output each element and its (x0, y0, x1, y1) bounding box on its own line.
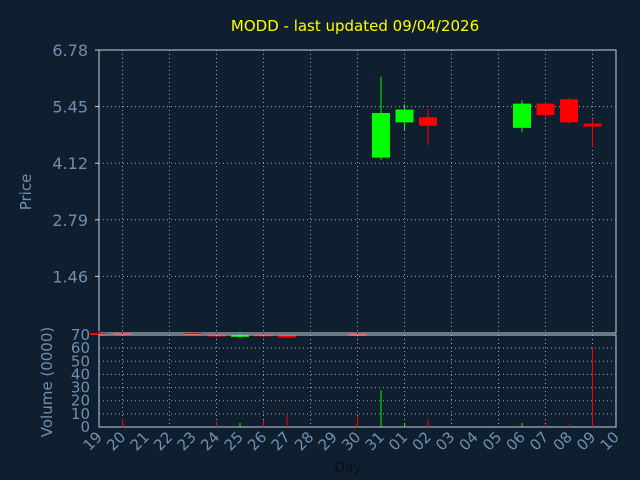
volume-tick-label: 40 (71, 365, 90, 383)
volume-tick-label: 10 (71, 405, 90, 423)
candle-body (419, 117, 437, 126)
candle-body (372, 112, 390, 158)
volume-tick-label: 60 (71, 339, 90, 357)
price-tick-label: 6.78 (52, 41, 88, 60)
candle-body (536, 103, 555, 116)
price-tick-label: 4.12 (52, 154, 88, 173)
price-y-tick-labels: 6.78 5.45 4.12 2.79 1.46 (52, 41, 99, 286)
volume-tick-label: 30 (71, 379, 90, 397)
candle-body (184, 333, 202, 335)
candle-body (583, 123, 602, 127)
price-tick-label: 2.79 (52, 211, 88, 230)
volume-tick-label: 20 (71, 392, 90, 410)
x-axis-label: Day (334, 460, 362, 476)
x-tick-labels: 1920212223242526272829303101020304050607… (80, 428, 623, 454)
candle-body (560, 99, 578, 123)
candle-body (231, 334, 249, 337)
candle-body (278, 335, 296, 338)
volume-tick-label: 70 (71, 326, 90, 344)
candle-body (395, 109, 414, 123)
volume-tick-label: 50 (71, 352, 90, 370)
price-tick-label: 1.46 (52, 267, 88, 286)
volume-bars (122, 346, 593, 427)
volume-axis-label: Volume (0000) (38, 327, 56, 437)
chart-title: MODD - last updated 09/04/2026 (231, 17, 479, 35)
candle-body (90, 333, 108, 335)
price-tick-label: 5.45 (52, 98, 88, 117)
candle-body (513, 103, 531, 128)
volume-tick-label: 0 (80, 418, 90, 436)
price-axis-label: Price (17, 174, 35, 211)
candle-body (113, 333, 132, 336)
